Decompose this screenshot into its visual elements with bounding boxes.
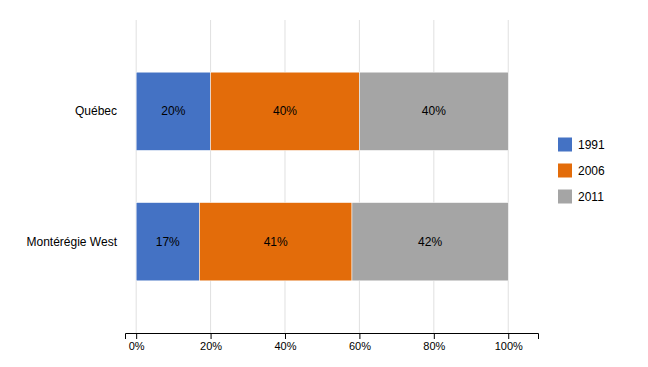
grid (136, 20, 508, 333)
x-tick-label: 100% (495, 340, 523, 352)
y-tick-label: Québec (75, 104, 117, 118)
y-tick: Québec (75, 104, 117, 118)
x-tick-label: 80% (423, 340, 445, 352)
grid-line (284, 20, 285, 333)
grid-line (433, 20, 434, 333)
x-tick-label: 60% (349, 340, 371, 352)
legend: 1991 2006 2011 (558, 138, 605, 204)
x-tick: 20% (200, 333, 222, 352)
bar (136, 203, 199, 281)
legend-label: 2011 (578, 190, 604, 204)
x-tick: 40% (274, 333, 296, 352)
y-axis: Québec Montérégie West (27, 104, 118, 248)
legend-item: 2011 (558, 190, 604, 204)
grid-line (210, 20, 211, 333)
x-tick-label: 40% (274, 340, 296, 352)
grid-line (136, 20, 137, 333)
bar (136, 72, 210, 150)
bar (359, 72, 508, 150)
data-label: 41% (264, 235, 288, 249)
x-axis: 0% 20% 40% 60% 80% 100% (126, 333, 539, 352)
x-tick-mark (211, 333, 212, 339)
data-label: 42% (418, 235, 442, 249)
grid-line (359, 20, 360, 333)
x-tick: 0% (129, 333, 145, 352)
x-tick: 80% (423, 333, 445, 352)
x-tick-label: 0% (129, 340, 145, 352)
legend-item: 1991 (558, 138, 605, 152)
x-tick-mark (136, 333, 137, 339)
x-axis-line (126, 334, 539, 340)
data-label: 40% (273, 104, 297, 118)
legend-swatch (558, 190, 572, 204)
y-tick-label: Montérégie West (27, 235, 118, 249)
data-label: 20% (161, 104, 185, 118)
y-tick: Montérégie West (27, 235, 118, 249)
x-tick-mark (285, 333, 286, 339)
x-tick: 100% (495, 333, 523, 352)
x-tick-mark (359, 333, 360, 339)
bar (211, 72, 360, 150)
data-label: 17% (156, 235, 180, 249)
legend-label: 2006 (578, 164, 605, 178)
bar (199, 203, 352, 281)
x-tick-mark (434, 333, 435, 339)
bar (352, 203, 508, 281)
legend-item: 2006 (558, 164, 605, 178)
x-tick-label: 20% (200, 340, 222, 352)
plot: 20% 40% 40% 17% 41% 42% 0% 20% 40% 60% 80% 100% Québ… (27, 20, 539, 352)
chart: 20% 40% 40% 17% 41% 42% 0% 20% 40% 60% 80% 100% Québ… (0, 0, 648, 367)
grid-line (508, 20, 509, 333)
data-label: 40% (422, 104, 446, 118)
legend-label: 1991 (578, 138, 605, 152)
x-tick: 60% (349, 333, 371, 352)
bars (136, 72, 508, 281)
legend-swatch (558, 138, 572, 152)
data-labels: 20% 40% 40% 17% 41% 42% (156, 104, 446, 248)
x-tick-mark (508, 333, 509, 339)
legend-swatch (558, 164, 572, 178)
